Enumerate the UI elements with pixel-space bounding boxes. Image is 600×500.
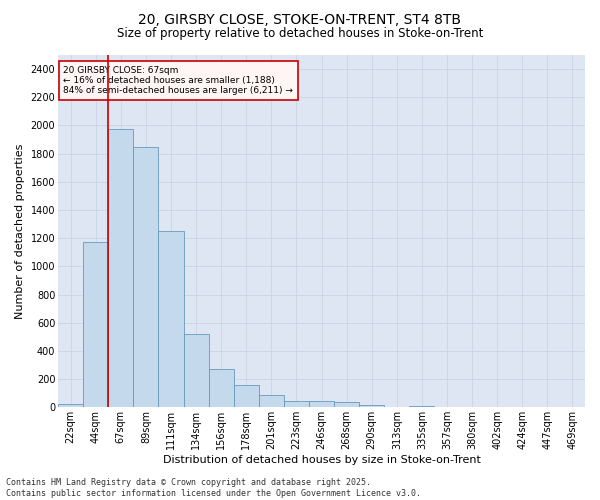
- Bar: [83, 242, 108, 408]
- Bar: [409, 406, 434, 407]
- Bar: [259, 396, 284, 407]
- Bar: [133, 146, 158, 408]
- Bar: [58, 404, 83, 407]
- Bar: [359, 405, 384, 407]
- Text: 20, GIRSBY CLOSE, STOKE-ON-TRENT, ST4 8TB: 20, GIRSBY CLOSE, STOKE-ON-TRENT, ST4 8T…: [139, 12, 461, 26]
- Bar: [209, 369, 234, 408]
- Bar: [434, 406, 460, 408]
- Bar: [234, 386, 259, 407]
- Text: Size of property relative to detached houses in Stoke-on-Trent: Size of property relative to detached ho…: [117, 28, 483, 40]
- Bar: [384, 406, 409, 408]
- Bar: [334, 402, 359, 407]
- Text: 20 GIRSBY CLOSE: 67sqm
← 16% of detached houses are smaller (1,188)
84% of semi-: 20 GIRSBY CLOSE: 67sqm ← 16% of detached…: [64, 66, 293, 96]
- Bar: [158, 231, 184, 408]
- X-axis label: Distribution of detached houses by size in Stoke-on-Trent: Distribution of detached houses by size …: [163, 455, 481, 465]
- Text: Contains HM Land Registry data © Crown copyright and database right 2025.
Contai: Contains HM Land Registry data © Crown c…: [6, 478, 421, 498]
- Bar: [309, 401, 334, 407]
- Bar: [108, 129, 133, 407]
- Bar: [284, 401, 309, 407]
- Y-axis label: Number of detached properties: Number of detached properties: [15, 144, 25, 319]
- Bar: [184, 334, 209, 407]
